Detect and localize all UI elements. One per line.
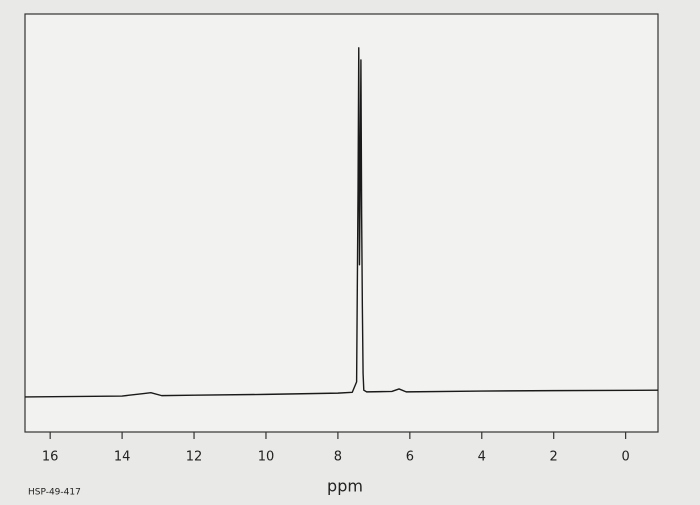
x-tick-label: 12: [186, 450, 203, 465]
x-tick-label: 0: [621, 450, 629, 465]
x-tick-label: 14: [114, 450, 131, 465]
x-tick-label: 6: [406, 450, 414, 465]
x-tick-label: 10: [258, 450, 275, 465]
x-tick-label: 4: [478, 450, 486, 465]
spectrum-line: [24, 47, 659, 398]
x-axis-label: ppm: [327, 477, 363, 496]
x-tick-label: 8: [334, 450, 342, 465]
annotation: HSP-49-417: [28, 488, 81, 498]
x-tick-label: 16: [42, 450, 59, 465]
x-tick-label: 2: [550, 450, 558, 465]
plot-frame: [24, 13, 659, 433]
